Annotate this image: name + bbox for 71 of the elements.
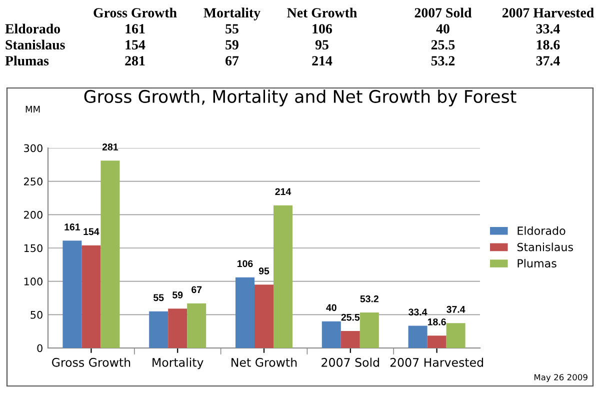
category-label: Net Growth (287, 8, 357, 18)
bar (235, 277, 254, 348)
text: 281 (125, 56, 145, 66)
text: 95 (315, 40, 328, 50)
category-label: 2007 Harvested (502, 8, 594, 18)
bar (340, 331, 360, 348)
data-label: 53.2 (360, 295, 378, 302)
bar (360, 312, 379, 348)
legend-label: Eldorado (518, 226, 566, 235)
bar (322, 321, 341, 348)
y-tick-label: 250 (24, 178, 42, 186)
data-label: 25.5 (341, 314, 360, 321)
data-label: 67 (192, 286, 202, 294)
bar (446, 323, 466, 348)
data-label: 18.6 (428, 318, 446, 326)
bar (254, 284, 274, 348)
bar (149, 311, 168, 348)
bar (100, 160, 120, 348)
category-label: 2007 Sold (414, 8, 472, 18)
category-label: Stanislaus (6, 40, 65, 50)
data-label: 59 (172, 292, 183, 298)
data-label: 37.4 (446, 306, 466, 313)
y-tick-label: 200 (24, 210, 42, 219)
text: 55 (226, 24, 238, 34)
y-tick-label: 150 (24, 244, 42, 252)
text: 18.6 (536, 40, 560, 50)
text: 106 (312, 24, 332, 34)
bar (62, 240, 82, 348)
bar (168, 308, 188, 348)
x-tick-label: 2007 Harvested (390, 358, 483, 367)
data-label: 95 (258, 268, 270, 274)
legend-label: Plumas (518, 258, 556, 268)
text: May 26 2009 (534, 374, 588, 382)
chart-title: Gross Growth, Mortality and Net Growth by Forest (84, 90, 516, 106)
x-tick-label: 2007 Sold (322, 358, 379, 367)
text: 53.2 (431, 56, 455, 66)
category-label: Mortality (204, 8, 260, 20)
x-tick-label: Net Growth (232, 358, 297, 367)
bar (408, 326, 428, 348)
text: 37.4 (536, 56, 560, 66)
y-tick-label: 50 (30, 310, 42, 319)
x-tick-label: Mortality (152, 358, 204, 370)
text: 33.4 (536, 24, 560, 34)
data-label: 55 (153, 294, 164, 302)
text: 25.5 (431, 40, 455, 50)
text: 59 (226, 40, 238, 50)
text: 40 (436, 24, 450, 34)
bar (274, 205, 293, 348)
category-label: Gross Growth (94, 8, 177, 18)
legend-label: Stanislaus (517, 242, 573, 252)
x-tick-label: Gross Growth (52, 358, 130, 367)
data-label: 40 (326, 304, 336, 312)
y-tick-label: 300 (24, 144, 42, 152)
data-label: 214 (275, 188, 292, 195)
category-label: Eldorado (5, 24, 60, 34)
data-label: 154 (84, 228, 100, 236)
bar (427, 336, 446, 348)
text: 154 (126, 40, 146, 50)
data-label: 281 (102, 144, 118, 150)
text: 161 (126, 24, 145, 34)
text: 67 (226, 56, 239, 66)
bar (82, 245, 101, 348)
data-label: 106 (237, 260, 253, 268)
data-label: 33.4 (408, 308, 428, 316)
text: 214 (312, 56, 332, 66)
category-label: Plumas (5, 56, 49, 66)
y-axis-title: MM (26, 106, 40, 112)
data-label: 161 (64, 224, 80, 230)
y-tick-label: 0 (37, 344, 42, 352)
bar (187, 303, 206, 348)
y-tick-label: 100 (24, 278, 42, 286)
